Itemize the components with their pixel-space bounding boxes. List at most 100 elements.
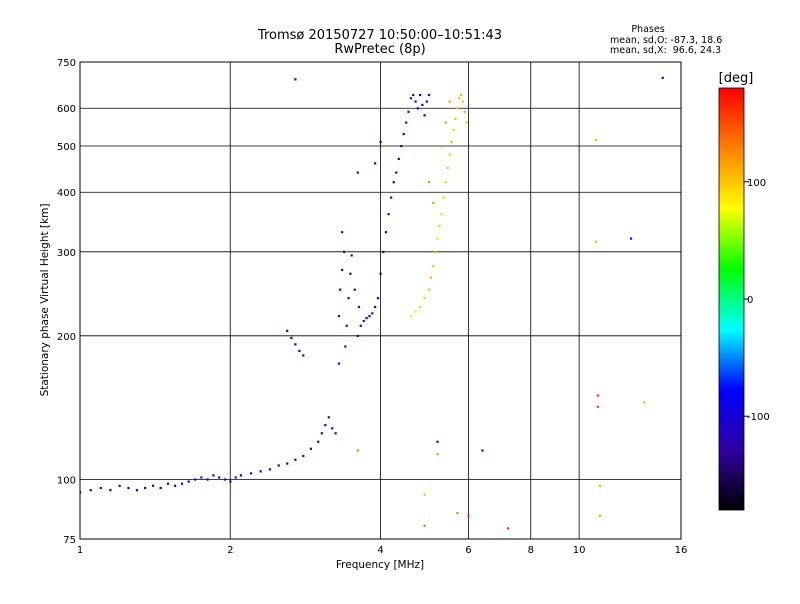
data-point-o <box>371 312 374 315</box>
data-point-o <box>402 132 405 136</box>
data-point-x <box>442 196 445 199</box>
data-point-o <box>294 343 297 346</box>
data-point-x <box>463 110 466 113</box>
data-point-o <box>379 140 382 144</box>
data-point-o <box>317 440 320 443</box>
data-point-o <box>324 424 327 427</box>
data-point-x <box>452 129 455 132</box>
data-point-x <box>596 394 599 397</box>
data-point-o <box>290 336 293 340</box>
data-point-o <box>423 114 426 117</box>
data-points <box>80 76 664 530</box>
colorbar-tick-label: -100 <box>747 412 770 423</box>
data-point-o <box>392 181 395 184</box>
data-point-o <box>277 464 280 467</box>
data-point-x <box>456 107 459 110</box>
plot-frame <box>79 61 682 540</box>
data-point-o <box>481 449 484 452</box>
data-point-o <box>368 315 371 318</box>
data-point-o <box>109 489 112 492</box>
data-point-x <box>356 449 359 452</box>
data-point-o <box>409 97 412 100</box>
x-tick-label: 10 <box>573 545 586 556</box>
data-point-o <box>347 297 350 300</box>
data-point-x <box>436 453 439 456</box>
data-point-o <box>286 462 289 465</box>
data-point-o <box>166 482 170 485</box>
data-point-x <box>427 181 431 184</box>
x-tick-label: 1 <box>77 545 83 556</box>
data-point-o <box>194 478 197 481</box>
data-point-o <box>397 157 400 161</box>
y-tick-label: 600 <box>57 104 76 115</box>
data-point-x <box>454 117 457 121</box>
data-point-o <box>412 93 415 97</box>
data-point-o <box>425 100 428 103</box>
data-point-o <box>414 100 417 103</box>
data-point-x <box>596 405 599 408</box>
data-point-x <box>409 315 412 318</box>
data-point-o <box>390 196 393 199</box>
data-point-x <box>448 153 451 156</box>
data-point-o <box>89 489 92 492</box>
x-axis-label: Frequency [MHz] <box>336 559 424 571</box>
data-point-o <box>339 288 342 291</box>
data-point-o <box>365 316 368 320</box>
data-point-o <box>407 110 410 113</box>
data-point-o <box>379 272 382 275</box>
data-point-x <box>465 121 468 124</box>
data-point-o <box>400 144 403 148</box>
data-point-o <box>341 268 344 272</box>
data-point-x <box>446 166 449 170</box>
data-point-o <box>298 349 301 353</box>
data-point-o <box>80 491 82 494</box>
data-point-x <box>444 181 447 184</box>
data-point-o <box>427 93 431 97</box>
data-point-o <box>223 478 226 481</box>
data-point-o <box>362 319 365 323</box>
data-point-o <box>376 297 379 300</box>
data-point-o <box>180 482 184 485</box>
x-tick-label: 6 <box>465 545 471 556</box>
data-point-o <box>331 427 334 430</box>
data-point-o <box>320 432 323 435</box>
data-point-x <box>506 527 510 530</box>
data-point-o <box>187 480 190 483</box>
data-point-o <box>212 474 215 477</box>
data-point-o <box>127 486 130 490</box>
data-point-x <box>594 240 598 243</box>
data-point-o <box>395 171 398 174</box>
colorbar-tick-label: 100 <box>747 178 766 189</box>
data-point-o <box>144 486 147 490</box>
data-point-o <box>309 447 312 450</box>
data-point-x <box>448 100 451 103</box>
data-point-o <box>118 484 121 487</box>
data-point-x <box>423 524 426 527</box>
data-point-o <box>294 78 297 81</box>
data-point-o <box>135 489 139 492</box>
data-point-o <box>294 458 297 461</box>
data-point-o <box>99 486 102 490</box>
data-point-o <box>341 231 344 234</box>
data-point-o <box>416 107 419 110</box>
data-point-o <box>359 324 362 327</box>
data-point-o <box>405 121 408 124</box>
data-point-o <box>357 305 361 309</box>
data-point-x <box>598 484 601 487</box>
data-point-o <box>629 237 633 240</box>
y-axis-ticks: 75 100 200 300 400 500 600 750 <box>57 58 76 546</box>
data-point-x <box>643 401 646 404</box>
data-point-x <box>414 310 417 313</box>
data-point-x <box>423 297 426 300</box>
y-axis-label: Stationary phase Virtual Height [km] <box>39 204 51 397</box>
data-point-o <box>239 474 243 477</box>
data-point-o <box>661 76 664 79</box>
data-point-o <box>345 324 348 327</box>
data-point-o <box>206 478 209 481</box>
data-point-x <box>450 140 453 144</box>
data-point-x <box>434 250 437 254</box>
data-point-x <box>440 144 443 148</box>
data-point-o <box>259 470 262 473</box>
data-point-x <box>598 514 601 517</box>
data-point-o <box>268 468 271 471</box>
